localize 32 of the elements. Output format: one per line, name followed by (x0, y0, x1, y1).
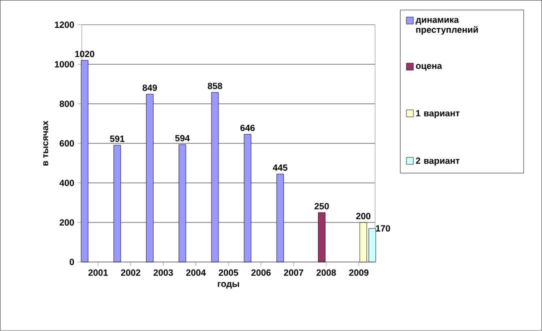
legend-label: оцена (416, 64, 442, 71)
data-label: 646 (240, 124, 255, 132)
data-label: 250 (314, 203, 329, 210)
legend-label: динамика преступлений (416, 18, 478, 35)
x-tick-label: 2001 (88, 270, 108, 276)
data-label: 1020 (75, 50, 94, 58)
data-label: 858 (208, 82, 222, 90)
x-tick-label: 2008 (316, 270, 336, 276)
y-tick-label: 400 (60, 180, 74, 186)
x-tick-label: 2006 (251, 270, 271, 276)
data-label: 591 (110, 136, 124, 142)
x-axis-title: годы (218, 282, 240, 289)
y-tick-label: 200 (60, 219, 74, 226)
y-tick-label: 1000 (54, 61, 74, 68)
x-tick-label: 2004 (186, 270, 206, 276)
data-label: 849 (142, 84, 157, 92)
y-tick-label: 0 (70, 258, 74, 266)
data-label: 594 (175, 135, 190, 142)
x-tick-label: 2005 (218, 270, 238, 276)
legend-label: 1 вариант (416, 110, 460, 118)
y-tick-label: 600 (60, 140, 74, 147)
x-tick-label: 2009 (349, 270, 368, 276)
y-tick-label: 800 (60, 100, 74, 108)
y-tick-label: 1200 (54, 22, 74, 28)
data-label: 200 (356, 213, 370, 220)
data-label: 170 (376, 225, 390, 232)
x-tick-label: 2003 (154, 270, 173, 276)
x-tick-label: 2002 (121, 270, 140, 276)
data-label: 445 (272, 164, 288, 171)
legend-label: 2 вариант (416, 158, 460, 166)
x-tick-label: 2007 (284, 270, 304, 276)
y-axis-title: в тысячах (43, 120, 48, 166)
